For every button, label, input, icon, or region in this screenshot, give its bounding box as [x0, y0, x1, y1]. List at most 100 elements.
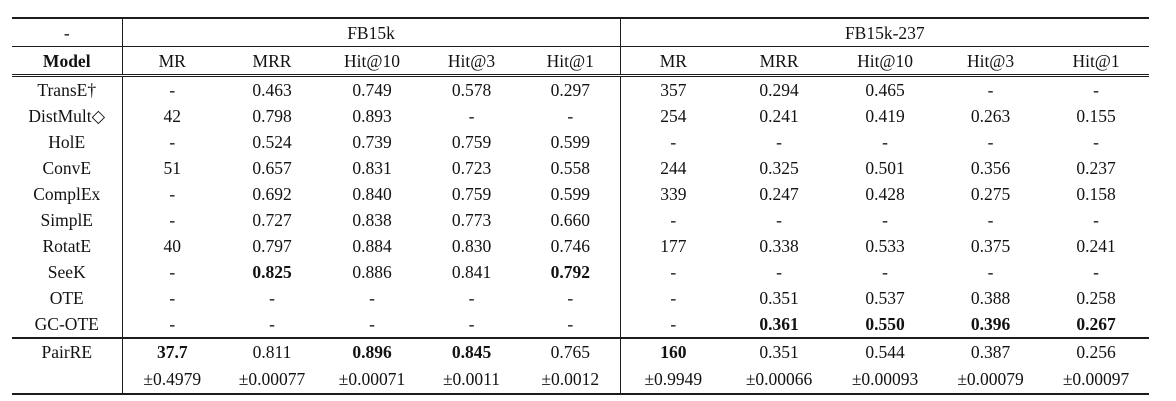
corner-cell: -	[12, 17, 122, 47]
metric-value-cell: 0.765	[521, 337, 621, 365]
metric-header-cell: MR	[619, 46, 727, 77]
metric-header-row: Model MR MRR Hit@10 Hit@3 Hit@1 MR MRR H…	[12, 46, 1150, 77]
metric-value-cell: 0.256	[1043, 337, 1150, 365]
metric-value-cell: -	[567, 314, 574, 334]
model-name-cell: OTE	[49, 288, 84, 308]
metric-value-cell: 0.158	[1076, 184, 1116, 204]
metric-value-cell: 0.338	[759, 236, 799, 256]
metric-value-cell: -	[619, 259, 727, 285]
metric-value-cell: -	[776, 132, 782, 152]
metric-value-cell: 0.544	[832, 337, 939, 365]
metric-value-cell: 0.773	[451, 210, 492, 230]
metric-value-cell: 0.537	[865, 288, 905, 308]
metric-value-cell: 0.893	[352, 106, 392, 126]
metric-value-cell: 0.599	[550, 184, 590, 204]
metric-value-cell: -	[269, 314, 275, 334]
metric-value-cell: 357	[619, 75, 727, 103]
metric-value-cell: 0.558	[550, 158, 590, 178]
metric-value-cell: -	[1093, 80, 1099, 100]
metric-value-cell: 254	[619, 103, 727, 129]
std-value-cell: ±0.00071	[322, 365, 422, 395]
dataset-header-fb15k: FB15k	[121, 17, 621, 47]
metric-value-cell: 0.387	[938, 337, 1044, 365]
table-row: ComplEx - 0.692 0.840 0.759 0.599 339 0.247 0.42…	[12, 181, 1149, 207]
model-name-cell: ConvE	[42, 158, 92, 178]
std-value-cell: ±0.9949	[619, 365, 727, 395]
metric-value-cell: 0.533	[865, 236, 905, 256]
metric-value-cell: 0.297	[550, 80, 590, 100]
metric-value-cell: 0.294	[759, 80, 799, 100]
metric-value-cell: -	[882, 210, 888, 230]
table-row: GC-OTE - - - - - - 0.361 0.550 0.396 0.267	[12, 311, 1149, 338]
metric-value-cell: 0.841	[451, 262, 492, 282]
metric-value-cell: 0.759	[451, 132, 492, 152]
metric-header-cell: Hit@3	[938, 46, 1044, 77]
metric-value-cell: -	[369, 314, 375, 334]
metric-value-cell: -	[619, 311, 727, 338]
metric-value-cell: 0.840	[352, 184, 392, 204]
std-value-cell: ±0.00077	[222, 365, 322, 395]
metric-value-cell: 0.746	[550, 236, 590, 256]
model-name-cell: DistMult◇	[28, 106, 106, 126]
metric-header-cell: Hit@10	[832, 46, 939, 77]
model-name-cell: ComplEx	[33, 184, 101, 204]
metric-header-cell: MR	[121, 46, 222, 77]
benchmark-results-table: - FB15k FB15k-237 Model MR MRR Hit@10 Hi…	[12, 17, 1150, 395]
metric-value-cell: -	[882, 132, 888, 152]
metric-value-cell: 0.375	[970, 236, 1011, 256]
metric-value-cell: -	[567, 288, 574, 308]
metric-value-cell: 0.739	[352, 132, 392, 152]
model-name-cell: RotatE	[42, 236, 92, 256]
metric-value-cell: 244	[619, 155, 727, 181]
metric-value-cell: 0.258	[1076, 288, 1116, 308]
model-name-cell: TransE†	[37, 80, 97, 100]
metric-value-cell: 0.388	[970, 288, 1011, 308]
metric-value-cell: 0.356	[970, 158, 1011, 178]
metric-value-cell: 0.749	[352, 80, 392, 100]
metric-value-cell: -	[121, 311, 222, 338]
model-header-cell: Model	[12, 46, 122, 77]
metric-value-cell: 42	[121, 103, 222, 129]
metric-value-cell: -	[987, 262, 994, 282]
table-row: SimplE - 0.727 0.838 0.773 0.660 - - - - -	[12, 207, 1149, 233]
model-name-cell: SeeK	[47, 262, 86, 282]
metric-value-cell: 339	[619, 181, 727, 207]
model-name-cell: PairRE	[12, 337, 122, 365]
metric-value-cell: -	[619, 207, 727, 233]
metric-value-cell: -	[619, 285, 727, 311]
metric-value-cell: 0.886	[352, 262, 392, 282]
table-row: SeeK - 0.825 0.886 0.841 0.792 - - - - -	[12, 259, 1149, 285]
metric-value-cell: -	[619, 129, 727, 155]
results-table-container: - FB15k FB15k-237 Model MR MRR Hit@10 Hi…	[12, 17, 1150, 395]
metric-value-cell: -	[121, 259, 222, 285]
metric-value-cell: -	[369, 288, 375, 308]
metric-value-cell: 0.830	[451, 236, 492, 256]
metric-value-cell: 0.419	[865, 106, 905, 126]
metric-value-cell: -	[987, 132, 994, 152]
metric-value-cell: 0.896	[322, 337, 422, 365]
metric-value-cell: 0.241	[759, 106, 799, 126]
metric-value-cell: 0.465	[865, 80, 905, 100]
std-value-cell: ±0.00066	[726, 365, 833, 395]
model-name-cell: GC-OTE	[34, 314, 99, 334]
metric-value-cell: 0.831	[352, 158, 392, 178]
metric-value-cell: -	[567, 106, 574, 126]
model-name-cell: SimplE	[40, 210, 93, 230]
table-row: ConvE 51 0.657 0.831 0.723 0.558 244 0.325 0.501…	[12, 155, 1149, 181]
metric-value-cell: 0.247	[759, 184, 799, 204]
metric-value-cell: 177	[619, 233, 727, 259]
std-value-cell: ±0.4979	[121, 365, 222, 395]
dataset-header-fb15k-237: FB15k-237	[619, 17, 1150, 47]
metric-value-cell: -	[121, 181, 222, 207]
metric-value-cell: 0.727	[252, 210, 292, 230]
metric-value-cell: 0.838	[352, 210, 392, 230]
metric-value-cell: 0.660	[550, 210, 590, 230]
metric-value-cell: -	[121, 285, 222, 311]
pairre-row: PairRE 37.7 0.811 0.896 0.845 0.765 160 0.351 0.…	[12, 337, 1150, 365]
metric-value-cell: 0.501	[865, 158, 905, 178]
metric-value-cell: 0.351	[726, 337, 833, 365]
metric-value-cell: -	[987, 210, 994, 230]
metric-value-cell: -	[468, 288, 475, 308]
metric-value-cell: 0.237	[1076, 158, 1116, 178]
empty-cell	[12, 365, 122, 395]
